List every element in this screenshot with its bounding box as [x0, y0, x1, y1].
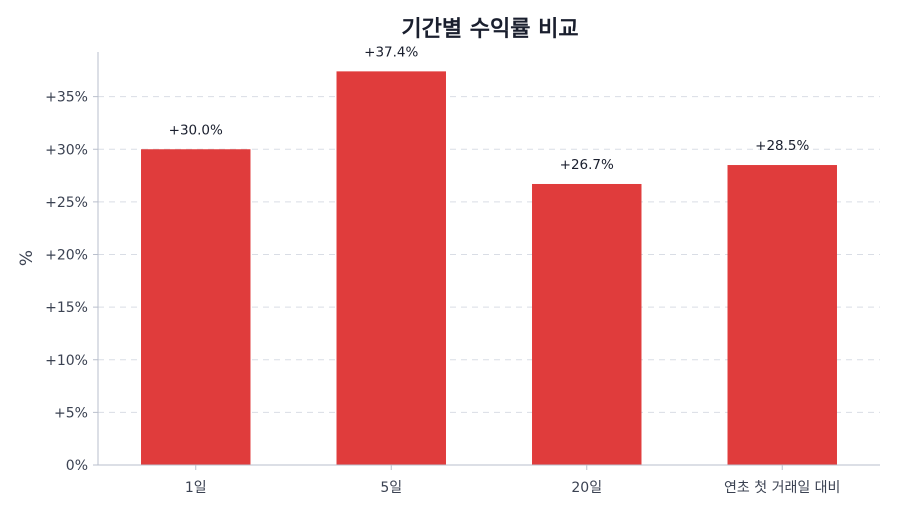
x-tick-label: 5일 — [380, 480, 402, 496]
data-label: +28.5% — [755, 138, 809, 154]
bar — [532, 183, 642, 466]
bar — [141, 149, 251, 465]
y-axis-label: % — [17, 250, 37, 266]
axes — [93, 52, 880, 470]
bar — [336, 71, 446, 466]
y-tick-label: +30% — [45, 142, 88, 158]
data-label: +26.7% — [560, 157, 614, 173]
x-tick-labels: 1일 5일 20일 연초 첫 거래일 대비 — [185, 480, 841, 496]
y-tick-label: +35% — [45, 90, 88, 106]
y-tick-label: +10% — [45, 353, 88, 369]
data-label: +37.4% — [364, 44, 418, 60]
y-tick-label: +20% — [45, 248, 88, 264]
y-tick-label: +5% — [54, 405, 88, 421]
data-labels: +30.0% +37.4% +26.7% +28.5% — [169, 44, 810, 173]
x-tick-label: 1일 — [185, 480, 207, 496]
y-tick-labels: 0% +5% +10% +15% +20% +25% +30% +35% — [45, 90, 88, 474]
bar — [727, 165, 837, 465]
y-tick-label: +25% — [45, 195, 88, 211]
data-label: +30.0% — [169, 122, 223, 138]
y-tick-label: +15% — [45, 300, 88, 316]
bars — [141, 71, 837, 466]
chart-title: 기간별 수익률 비교 — [401, 17, 578, 42]
x-tick-label: 연초 첫 거래일 대비 — [724, 480, 840, 496]
x-tick-label: 20일 — [571, 480, 602, 496]
y-tick-label: 0% — [66, 458, 88, 474]
